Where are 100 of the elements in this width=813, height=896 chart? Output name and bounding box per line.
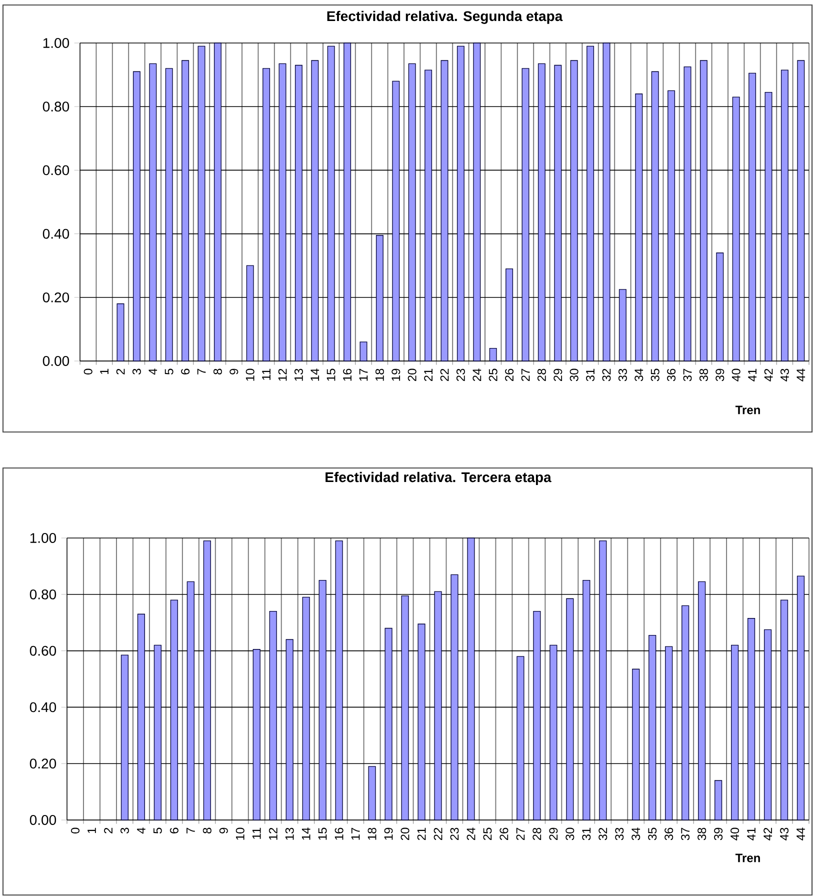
bar (714, 780, 722, 820)
bar (252, 649, 260, 820)
x-tick-label: 40 (730, 828, 740, 840)
bar (586, 46, 594, 362)
bar (149, 63, 157, 362)
x-tick-label: 39 (714, 828, 723, 840)
bar (538, 63, 546, 362)
bar (344, 42, 352, 362)
x-tick-label: 4 (137, 828, 146, 834)
x-tick-label: 28 (537, 368, 546, 382)
y-tick-label: 0.60 (42, 165, 70, 176)
bar (732, 96, 740, 362)
x-tick-label: 37 (681, 828, 690, 840)
x-tick-label: 24 (472, 368, 482, 382)
bar (668, 90, 676, 362)
y-tick-label: 0.20 (30, 758, 56, 769)
bar (401, 595, 409, 820)
x-tick-label: 43 (780, 368, 789, 382)
x-tick-label: 23 (450, 828, 459, 840)
bar (384, 628, 392, 820)
x-tick-label: 35 (650, 368, 660, 382)
x-tick-label: 27 (516, 828, 525, 840)
bar (203, 540, 211, 820)
x-tick-label: 30 (570, 368, 578, 382)
x-tick-label: 1 (88, 828, 96, 834)
x-tick-label: 17 (351, 828, 360, 840)
x-tick-label: 33 (615, 828, 624, 840)
x-tick-label: 6 (181, 368, 190, 374)
bar (599, 540, 607, 820)
bar (516, 656, 524, 820)
x-tick-label: 16 (343, 368, 352, 381)
x-tick-label: 23 (456, 368, 465, 382)
x-tick-label: 2 (104, 828, 112, 834)
bar (632, 668, 640, 820)
bar (368, 766, 376, 820)
x-tick-label: 10 (236, 828, 244, 840)
x-tick-label: 32 (602, 368, 611, 382)
x-tick-label: 0 (84, 368, 92, 374)
bar (700, 60, 708, 362)
bar (408, 63, 416, 362)
bar (489, 348, 497, 362)
bar (335, 540, 343, 820)
bar (418, 624, 426, 820)
x-tick-label: 21 (424, 368, 432, 382)
bar (262, 68, 270, 362)
bar (116, 303, 124, 362)
x-tick-label: 29 (554, 368, 562, 382)
x-tick-label: 15 (318, 828, 327, 840)
y-tick-label: 0.60 (30, 646, 56, 656)
x-tick-label: 44 (796, 828, 805, 840)
bar (554, 64, 562, 362)
x-tick-label: 39 (716, 368, 724, 382)
bar (780, 600, 788, 820)
x-tick-label: 37 (683, 368, 692, 382)
bar (566, 598, 574, 820)
bar (570, 60, 578, 362)
x-tick-label: 2 (116, 368, 125, 374)
x-tick-label: 1 (100, 368, 108, 374)
bar (716, 252, 724, 362)
x-tick-label: 22 (440, 368, 449, 382)
bar (327, 46, 335, 362)
x-tick-label: 36 (667, 368, 676, 382)
x-tick-label: 0 (70, 828, 80, 834)
bar (450, 574, 458, 820)
x-tick-label: 5 (154, 828, 162, 834)
x-tick-label: 36 (664, 828, 674, 840)
bar (651, 71, 659, 362)
bar (764, 629, 772, 820)
chart-title: Efectividad relativa. Tercera etapa (326, 472, 552, 485)
bar (440, 60, 448, 362)
bar (467, 538, 475, 820)
x-tick-label: 18 (375, 368, 384, 381)
bar (392, 80, 400, 362)
bar (286, 639, 294, 820)
bar (182, 60, 190, 362)
bar (198, 46, 206, 362)
bar (648, 634, 656, 820)
x-tick-label: 24 (466, 828, 476, 840)
x-tick-label: 6 (170, 828, 178, 834)
bar (582, 580, 590, 820)
y-tick-label: 1.00 (43, 38, 70, 48)
x-tick-label: 25 (488, 368, 498, 382)
bar (246, 265, 254, 362)
y-tick-label: 0.00 (42, 356, 70, 366)
bar (311, 60, 319, 362)
x-tick-label: 20 (400, 828, 410, 840)
bar (186, 581, 194, 820)
bar (456, 46, 464, 362)
x-tick-label: 22 (434, 828, 442, 840)
bar (360, 342, 368, 362)
x-tick-label: 7 (186, 828, 195, 834)
x-tick-label: 27 (521, 368, 530, 382)
x-tick-label: 10 (246, 368, 254, 381)
x-tick-label: 14 (302, 828, 310, 840)
bar (665, 646, 673, 820)
bar (797, 60, 805, 362)
x-tick-label: 28 (532, 828, 542, 840)
x-tick-label: 7 (197, 368, 206, 374)
bar (424, 70, 432, 362)
x-tick-label: 32 (598, 828, 608, 840)
